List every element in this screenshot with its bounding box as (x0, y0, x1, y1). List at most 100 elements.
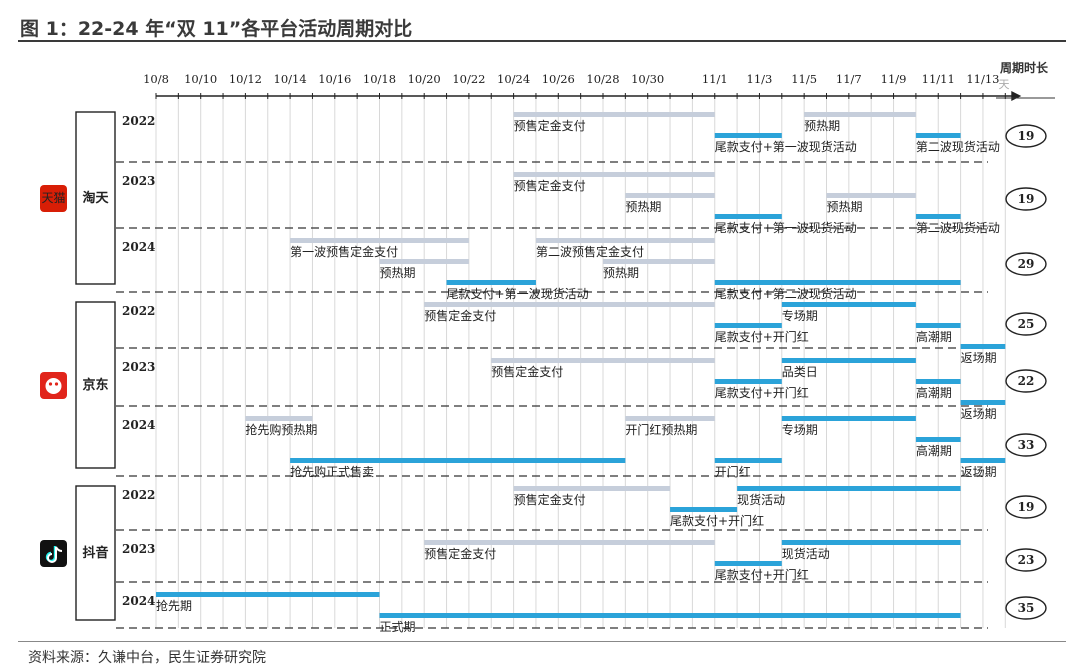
bar-label: 高潮期 (916, 329, 952, 344)
timeline-bar (245, 416, 313, 421)
x-tick-label: 11/7 (836, 72, 862, 86)
bar-label: 预售定金支付 (514, 178, 586, 193)
duration-badge (1005, 596, 1047, 620)
platform-panel (75, 301, 116, 469)
bar-label: 专场期 (782, 422, 818, 437)
bar-label: 抢先购正式售卖 (290, 464, 374, 479)
bar-label: 现货活动 (737, 492, 785, 507)
platform-panel (75, 485, 116, 621)
row-year-label: 2024 (122, 418, 155, 432)
bar-label: 尾款支付+第二波现货活动 (715, 286, 857, 301)
duration-value: 19 (1018, 129, 1035, 143)
row-year-label: 2022 (122, 304, 155, 318)
bar-label: 高潮期 (916, 443, 952, 458)
gantt-chart: 10/8 10/10 10/12 10/14 10/16 10/18 10/20 10/22 1… (40, 60, 1055, 634)
row-year-label: 2024 (122, 240, 155, 254)
duration-value: 19 (1018, 500, 1035, 514)
bar-label: 品类日 (782, 365, 818, 379)
duration-badge (1005, 369, 1047, 393)
duration-value: 22 (1018, 374, 1035, 388)
x-tick-label: 10/12 (229, 72, 262, 86)
timeline-bar (290, 458, 626, 463)
platform-label: 淘天 (82, 190, 109, 206)
timeline-bar (714, 133, 782, 138)
duration-unit: 天 (999, 78, 1010, 91)
timeline-bar (804, 112, 916, 117)
x-tick-label: 11/3 (747, 72, 773, 86)
timeline-bar (714, 323, 782, 328)
duration-value: 23 (1018, 553, 1035, 567)
x-tick-label: 11/1 (702, 72, 728, 86)
bar-label: 第二波现货活动 (916, 139, 1000, 154)
title-divider (18, 40, 1066, 42)
x-tick-label: 11/11 (922, 72, 955, 86)
x-tick-label: 10/24 (497, 72, 530, 86)
tmall-icon (40, 185, 67, 212)
timeline-bar (714, 214, 782, 219)
timeline-bar (960, 400, 1006, 405)
bar-label: 第二波预售定金支付 (536, 244, 644, 259)
bar-label: 尾款支付+开门红 (715, 567, 809, 582)
timeline-bar (714, 561, 782, 566)
x-axis-arrow (1011, 91, 1022, 101)
duration-badge (1005, 433, 1047, 457)
x-tick-label: 10/16 (318, 72, 351, 86)
row-year-label: 2023 (122, 360, 155, 374)
bar-label: 预热期 (804, 119, 840, 133)
x-tick-label: 10/8 (143, 72, 169, 86)
bar-label: 开门红 (715, 464, 751, 479)
timeline-bar (513, 112, 715, 117)
timeline-bar (915, 133, 961, 138)
duration-value: 33 (1018, 438, 1035, 452)
duration-badge (1005, 495, 1047, 519)
bar-label: 开门红预热期 (625, 422, 697, 437)
bar-label: 预热期 (827, 200, 863, 214)
bar-label: 尾款支付+开门红 (715, 329, 809, 344)
timeline-bar (625, 193, 715, 198)
timeline-bar (915, 323, 961, 328)
timeline-bar (670, 507, 738, 512)
tmall-icon-text: 天猫 (41, 191, 65, 205)
timeline-bar (781, 358, 916, 363)
footer-divider (18, 641, 1066, 642)
jd-icon-eye (48, 382, 53, 386)
bar-label: 正式期 (380, 620, 416, 634)
x-tick-label: 10/30 (631, 72, 664, 86)
x-tick-label: 10/26 (542, 72, 575, 86)
row-year-label: 2022 (122, 488, 155, 502)
bar-label: 抢先期 (156, 598, 192, 613)
bar-label: 现货活动 (782, 546, 830, 561)
jd-icon-eye (54, 382, 59, 386)
duration-header: 周期时长 (1000, 60, 1049, 75)
bar-label: 预热期 (603, 266, 639, 280)
x-tick-label: 10/22 (452, 72, 485, 86)
timeline-bar (156, 592, 380, 597)
bar-label: 尾款支付+第一波现货活动 (715, 139, 857, 154)
x-tick-label: 10/18 (363, 72, 396, 86)
timeline-bar (625, 416, 715, 421)
timeline-bar (714, 280, 961, 285)
timeline-bar (781, 416, 916, 421)
x-tick-label: 11/5 (791, 72, 817, 86)
timeline-bar (379, 613, 961, 618)
timeline-bar (290, 238, 469, 243)
duration-badge (1005, 252, 1047, 276)
bar-label: 高潮期 (916, 385, 952, 400)
timeline-bar (960, 344, 1006, 349)
x-tick-label: 10/20 (408, 72, 441, 86)
bar-label: 返场期 (961, 407, 997, 421)
timeline-bar (714, 379, 782, 384)
bar-label: 预热期 (380, 266, 416, 280)
timeline-bar (424, 302, 715, 307)
bar-label: 抢先购预热期 (245, 422, 317, 437)
timeline-bar (424, 540, 715, 545)
row-year-label: 2022 (122, 114, 155, 128)
bar-label: 尾款支付+开门红 (670, 513, 764, 528)
bar-label: 预热期 (625, 200, 661, 214)
x-tick-label: 10/10 (184, 72, 217, 86)
bar-label: 尾款支付+第一波现货活动 (447, 286, 589, 301)
x-tick-label: 11/9 (881, 72, 907, 86)
row-year-label: 2024 (122, 594, 155, 608)
bar-label: 预售定金支付 (514, 492, 586, 507)
bar-label: 尾款支付+开门红 (715, 385, 809, 400)
